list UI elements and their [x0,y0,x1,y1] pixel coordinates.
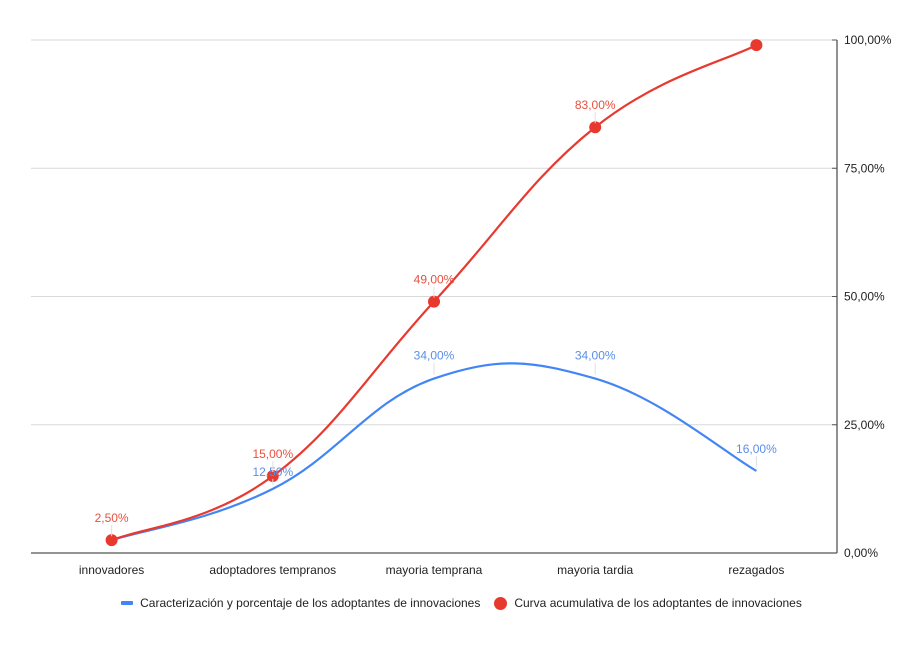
axes [31,39,838,554]
data-label: 15,00% [252,447,293,461]
legend-item-curva-acumulativa[interactable]: Curva acumulativa de los adoptantes de i… [494,596,802,610]
y-tick-label: 0,00% [844,546,878,560]
data-label: 83,00% [575,98,616,112]
legend-label: Caracterización y porcentaje de los adop… [140,596,481,610]
y-tick-label: 75,00% [844,161,885,175]
series-lines [105,39,763,547]
data-label: 2,50% [95,511,129,525]
data-label: 34,00% [414,349,455,363]
data-label: 16,00% [736,442,777,456]
y-tick-label: 25,00% [844,418,885,432]
gridlines [31,39,837,426]
x-axis-category-labels: innovadores adoptadores tempranos mayoria … [79,563,785,577]
x-category-label: mayoria temprana [386,563,483,577]
data-point-marker [750,39,763,52]
data-point-marker [428,295,440,308]
legend-item-caracterizacion[interactable]: Caracterización y porcentaje de los adop… [121,596,480,610]
legend-line-icon [121,601,134,605]
x-category-label: rezagados [728,563,784,577]
y-tick-label: 100,00% [844,33,892,47]
data-label: 34,00% [575,349,616,363]
legend-label: Curva acumulativa de los adoptantes de i… [514,596,802,610]
x-category-label: mayoria tardia [557,563,633,577]
blue-series-line [111,362,757,542]
data-point-marker [266,470,279,483]
legend: Caracterización y porcentaje de los adop… [0,596,923,610]
legend-dot-icon [494,596,508,610]
y-axis-tick-labels: 0,00% 25,00% 50,00% 75,00% 100,00% [844,33,892,560]
data-point-marker [105,534,118,547]
data-point-marker [589,121,602,134]
data-label: 49,00% [414,273,455,287]
y-tick-label: 50,00% [844,290,885,304]
x-category-label: adoptadores tempranos [209,563,336,577]
x-category-label: innovadores [79,563,144,577]
data-labels: 12,50%34,00% 34,00%16,00%2,50%15,00%49,00… [95,98,777,537]
